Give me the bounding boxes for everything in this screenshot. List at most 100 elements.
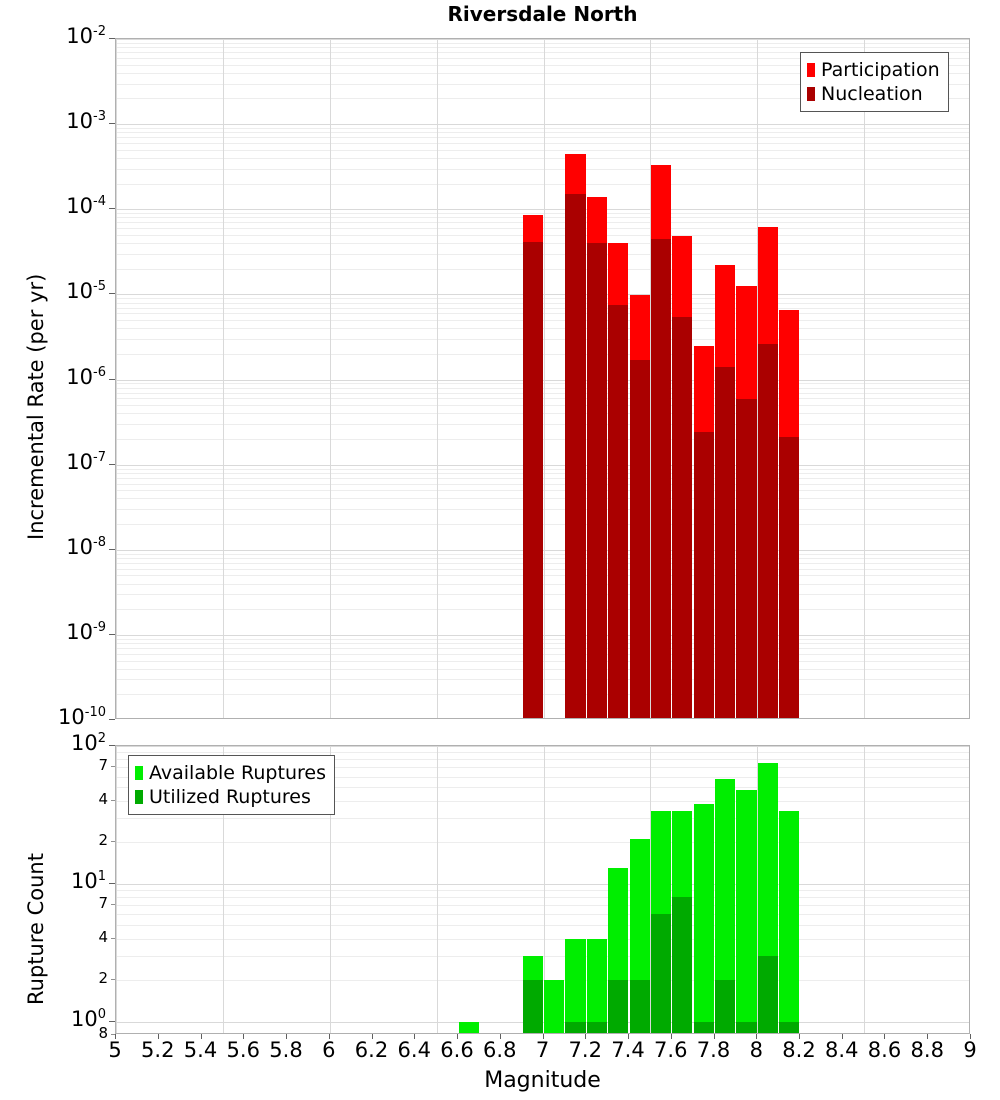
gridline-vertical [437,746,438,1033]
bar-utilized-ruptures [629,980,650,1033]
y-tickmark-top [109,38,115,39]
legend-top: Participation Nucleation [800,52,949,112]
gridline-vertical [757,746,758,1033]
x-tick-label: 8 [749,1038,763,1062]
x-tickmark [286,1034,287,1039]
gridline-vertical [544,39,545,718]
bar-available-ruptures [715,778,736,1033]
bar-nucleation [586,243,607,718]
x-tickmark [756,1034,757,1039]
x-tick-label: 7.4 [611,1038,645,1062]
gridline-vertical [223,746,224,1033]
x-tickmark [457,1034,458,1039]
y-tick-label-minor-bottom: 2 [98,969,108,988]
y-tick-label-top: 10-2 [66,24,106,48]
y-tick-label-top: 10-6 [66,364,106,389]
gridline-minor [116,925,969,926]
legend-item-participation: Participation [807,58,940,82]
gridline-vertical [650,746,651,1033]
gridline-minor [116,759,969,760]
gridline-minor [116,914,969,915]
x-tick-label: 5.8 [269,1038,303,1062]
gridline-minor [116,98,969,99]
bar-available-ruptures [586,938,607,1033]
gridline-minor [116,787,969,788]
y-tickmark-top [109,123,115,124]
y-tickmark-top [109,634,115,635]
x-tickmark [329,1034,330,1039]
gridline-minor [116,52,969,53]
x-tickmark [414,1034,415,1039]
gridline-vertical [116,39,117,718]
gridline-minor [116,818,969,819]
y-tickmark-top [109,293,115,294]
bar-nucleation [522,242,543,718]
y-tickmark-top [109,464,115,465]
legend-label-nucleation: Nucleation [821,82,923,105]
x-tickmark [714,1034,715,1039]
y-tickmark-top [109,208,115,209]
legend-item-utilized: Utilized Ruptures [135,785,326,809]
bar-available-ruptures [565,938,586,1033]
y-tick-label-top: 10-9 [66,619,106,644]
gridline-vertical [223,39,224,718]
gridline-minor [116,128,969,129]
gridline-minor [116,752,969,753]
x-tickmark [158,1034,159,1039]
bar-available-ruptures [779,810,800,1033]
gridline-minor [116,132,969,133]
y-tickmark-minor-bottom [111,766,115,767]
bar-utilized-ruptures [715,980,736,1033]
gridline-minor [116,169,969,170]
bar-nucleation [715,367,736,718]
x-tick-label: 8.4 [825,1038,859,1062]
y-tick-label-minor-bottom: 7 [98,756,108,775]
y-tickmark-bottom [109,883,115,884]
y-tickmark-minor-bottom [111,904,115,905]
y-tick-label-top: 10-3 [66,109,106,134]
bar-utilized-ruptures [565,1021,586,1033]
y-tick-label-bottom: 102 [70,731,106,755]
x-tickmark [201,1034,202,1039]
x-tickmark [628,1034,629,1039]
bar-utilized-ruptures [779,1021,800,1033]
bar-nucleation [629,359,650,718]
x-tickmark [970,1034,971,1039]
gridline-vertical [330,39,331,718]
bar-nucleation [736,399,757,718]
x-tick-label: 7.2 [568,1038,602,1062]
x-tick-label: 9 [963,1038,977,1062]
gridline-minor [116,84,969,85]
y-tick-label-minor-bottom: 7 [98,894,108,913]
y-tick-label-top: 10-8 [66,534,106,559]
gridline-minor [116,939,969,940]
x-tick-label: 6.6 [440,1038,474,1062]
y-tickmark-minor-bottom [111,1034,115,1035]
gridline-vertical [757,39,758,718]
y-tick-label-top: 10-4 [66,194,106,219]
y-axis-title-bottom: Rupture Count [24,853,48,1005]
gridline-major [116,39,969,40]
x-tick-label: 5.6 [226,1038,260,1062]
x-tickmark [884,1034,885,1039]
x-tickmark [585,1034,586,1039]
bar-nucleation [608,304,629,718]
y-tickmark-bottom [109,1021,115,1022]
legend-bottom: Available Ruptures Utilized Ruptures [128,755,335,815]
x-tick-label: 6.8 [483,1038,517,1062]
gridline-vertical [330,746,331,1033]
chart-title: Riversdale North [447,2,638,26]
gridline-minor [116,43,969,44]
legend-item-nucleation: Nucleation [807,82,940,106]
x-tickmark [671,1034,672,1039]
participation-swatch [807,63,815,77]
x-tick-label: 7.6 [654,1038,688,1062]
bar-available-ruptures [458,1021,479,1033]
gridline-minor [116,143,969,144]
gridline-major [116,209,969,210]
y-tick-label-top: 10-10 [58,705,106,729]
gridline-minor [116,137,969,138]
y-tick-label-top: 10-5 [66,279,106,304]
y-axis-title-top: Incremental Rate (per yr) [24,273,48,540]
gridline-vertical [650,39,651,718]
